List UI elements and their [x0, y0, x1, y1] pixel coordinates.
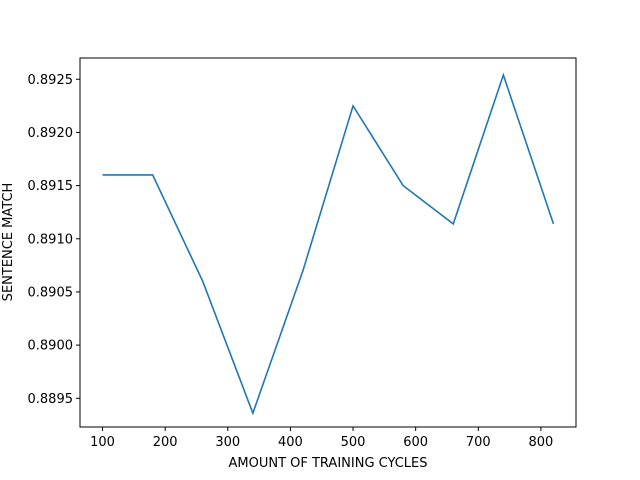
y-tick-label: 0.8905 [28, 285, 74, 300]
x-tick-label: 200 [153, 435, 178, 450]
x-tick-label: 600 [403, 435, 428, 450]
y-tick-label: 0.8895 [28, 392, 74, 407]
x-tick-label: 500 [341, 435, 366, 450]
plot-area-frame [79, 57, 577, 428]
x-tick-label: 100 [90, 435, 115, 450]
y-tick-label: 0.8915 [28, 179, 74, 194]
y-tick-label: 0.8900 [28, 339, 74, 354]
y-axis-label: SENTENCE MATCH [1, 183, 16, 302]
x-axis-label: AMOUNT OF TRAINING CYCLES [228, 456, 427, 471]
series-layer [102, 72, 555, 416]
y-tick-label: 0.8925 [28, 73, 74, 88]
x-tick-label: 800 [529, 435, 554, 450]
series-line [102, 72, 555, 416]
ticks-layer: 100 200 300 400 500 600 700 800 0.8895 0.8900 0.89… [28, 73, 554, 450]
y-tick-label: 0.8920 [28, 126, 74, 141]
y-tick-label: 0.8910 [28, 232, 74, 247]
x-tick-label: 300 [215, 435, 240, 450]
x-tick-label: 700 [466, 435, 491, 450]
x-tick-label: 400 [278, 435, 303, 450]
